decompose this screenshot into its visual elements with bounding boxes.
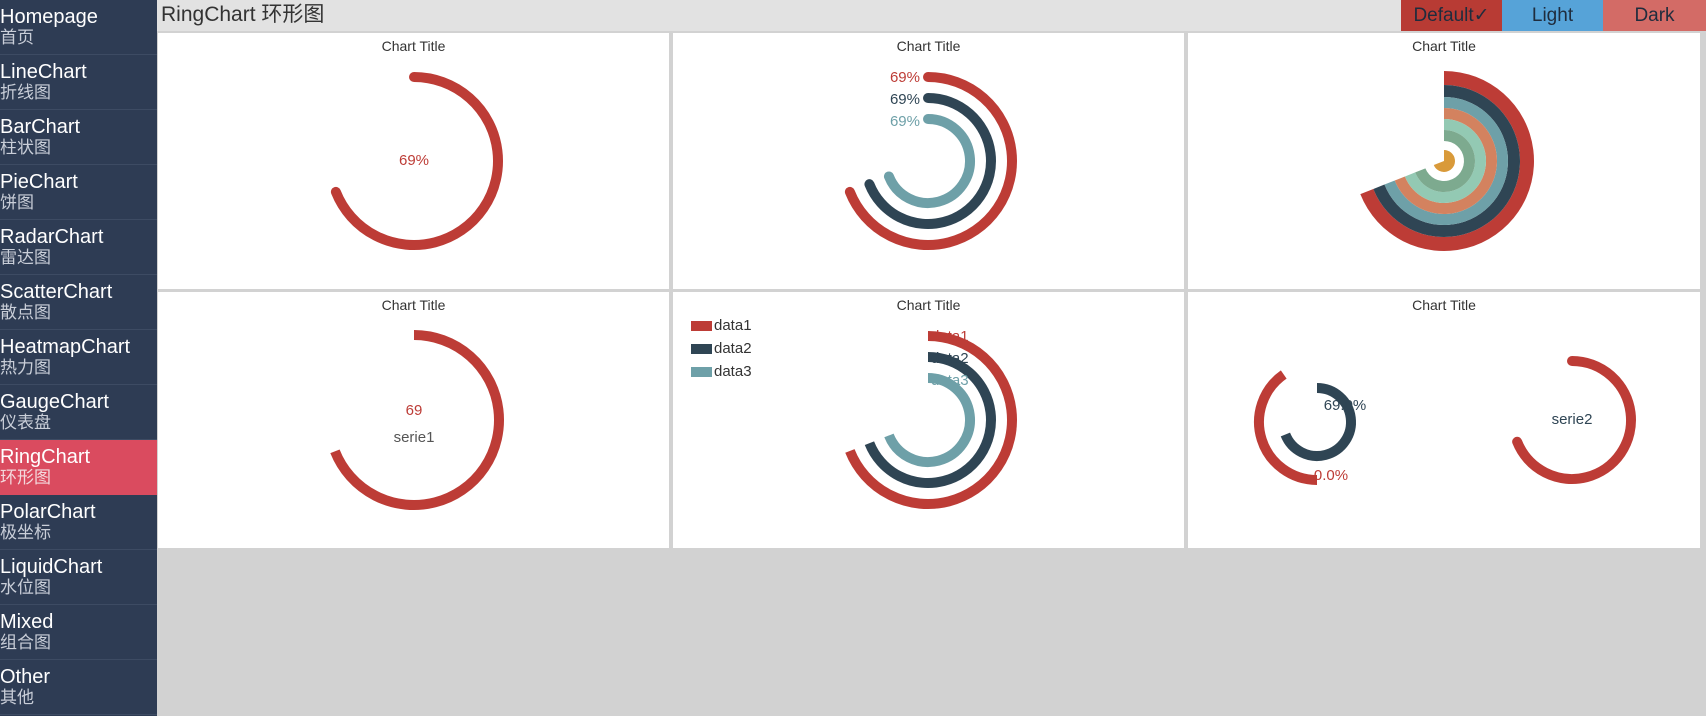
sidebar-item-sublabel: 散点图	[0, 303, 51, 322]
ring-chart-svg: 69 serie1	[330, 330, 504, 510]
sidebar-item-sublabel: 组合图	[0, 633, 51, 652]
sidebar-item-mixed[interactable]: Mixed 组合图	[0, 605, 157, 660]
sidebar-item-heatmapchart[interactable]: HeatmapChart 热力图	[0, 330, 157, 385]
ring-series-label: 69%	[890, 113, 920, 130]
ring-center-name: serie1	[394, 429, 435, 446]
chart-title: Chart Title	[381, 38, 446, 54]
ring-arc-b	[1254, 370, 1318, 485]
ring-arc-c	[1512, 356, 1636, 484]
sidebar-item-piechart[interactable]: PieChart 饼图	[0, 165, 157, 220]
sidebar-item-label: LineChart	[0, 61, 87, 83]
sidebar-item-sublabel: 雷达图	[0, 248, 51, 267]
ring-chart-svg: data1 data2 data3 data1 data2 data3	[691, 317, 1017, 509]
sidebar-item-label: GaugeChart	[0, 391, 109, 413]
sidebar-item-linechart[interactable]: LineChart 折线图	[0, 55, 157, 110]
ring-arc-series-2	[864, 93, 996, 229]
legend-swatch	[691, 367, 712, 377]
sidebar-item-label: PieChart	[0, 171, 78, 193]
legend-swatch	[691, 321, 712, 331]
theme-light-button[interactable]: Light	[1502, 0, 1603, 31]
sidebar-item-other[interactable]: Other 其他	[0, 660, 157, 715]
sidebar-item-sublabel: 极坐标	[0, 523, 51, 542]
sidebar-item-gaugechart[interactable]: GaugeChart 仪表盘	[0, 385, 157, 440]
ring-center-label: 69%	[399, 152, 429, 169]
sidebar-item-label: RadarChart	[0, 226, 104, 248]
sidebar-item-sublabel: 环形图	[0, 468, 51, 487]
ring-chart-svg: 69%	[330, 72, 503, 250]
sidebar-item-liquidchart[interactable]: LiquidChart 水位图	[0, 550, 157, 605]
sidebar-item-radarchart[interactable]: RadarChart 雷达图	[0, 220, 157, 275]
chart-panel-3: Chart Title	[1188, 33, 1700, 289]
sidebar-item-label: ScatterChart	[0, 281, 113, 303]
ring-arc-series-1	[844, 72, 1017, 250]
ring-a-label: 69.0%	[1324, 397, 1367, 414]
sidebar-item-polarchart[interactable]: PolarChart 极坐标	[0, 495, 157, 550]
sidebar-item-barchart[interactable]: BarChart 柱状图	[0, 110, 157, 165]
ring-c-label: serie2	[1552, 411, 1593, 428]
ring-center-value: 69	[406, 402, 423, 419]
sidebar-item-sublabel: 其他	[0, 688, 34, 707]
ring-chart-svg	[1360, 71, 1535, 252]
chart-panel-6: Chart Title 69.0% 0.0% serie2	[1188, 292, 1700, 548]
chart-title: Chart Title	[896, 38, 961, 54]
ring-series-label: 69%	[890, 69, 920, 86]
sidebar-item-label: Homepage	[0, 6, 98, 28]
sidebar-item-label: Other	[0, 666, 51, 688]
ring-sector-series-7	[1433, 150, 1455, 172]
sidebar-item-sublabel: 仪表盘	[0, 413, 51, 432]
chart-panel-2: Chart Title 69% 69% 69%	[673, 33, 1184, 289]
chart-panel-1: Chart Title 69%	[158, 33, 669, 289]
ring-arc-series-1	[845, 331, 1017, 509]
ring-chart-svg: 69.0% 0.0% serie2	[1254, 356, 1636, 485]
ring-chart-svg: 69% 69% 69%	[844, 69, 1017, 250]
sidebar: Homepage 首页 LineChart 折线图 BarChart 柱状图 PieChar…	[0, 0, 157, 716]
theme-dark-button[interactable]: Dark	[1603, 0, 1706, 31]
ring-series-label: 69%	[890, 91, 920, 108]
sidebar-item-sublabel: 饼图	[0, 193, 34, 212]
sidebar-item-scatterchart[interactable]: ScatterChart 散点图	[0, 275, 157, 330]
top-bar: RingChart 环形图 Default✓ Light Dark	[157, 0, 1706, 31]
ring-series-label: data2	[931, 350, 969, 367]
legend-swatch	[691, 344, 712, 354]
sidebar-item-label: HeatmapChart	[0, 336, 131, 358]
ring-sector-series-6	[1415, 130, 1476, 192]
legend-item-data2: data2	[714, 340, 752, 357]
sidebar-item-label: BarChart	[0, 116, 81, 138]
chart-title: Chart Title	[1412, 38, 1476, 54]
sidebar-item-label: PolarChart	[0, 501, 96, 523]
ring-arc-a	[1280, 383, 1356, 461]
ring-series-label: data3	[931, 372, 969, 389]
ring-arc-series-2	[864, 352, 996, 488]
chart-panel-4: Chart Title 69 serie1	[158, 292, 669, 548]
ring-b-label: 0.0%	[1314, 467, 1348, 484]
ring-arc-series-3	[883, 114, 975, 208]
sidebar-item-label: LiquidChart	[0, 556, 103, 578]
legend-item-data3: data3	[714, 363, 752, 380]
sidebar-item-sublabel: 柱状图	[0, 138, 51, 157]
chart-title: Chart Title	[381, 297, 446, 313]
ring-arc-value	[330, 72, 503, 250]
chart-title: Chart Title	[896, 297, 961, 313]
sidebar-item-label: RingChart	[0, 446, 91, 468]
sidebar-item-sublabel: 首页	[0, 28, 34, 47]
sidebar-item-sublabel: 折线图	[0, 83, 51, 102]
sidebar-item-homepage[interactable]: Homepage 首页	[0, 0, 157, 55]
ring-series-label: data1	[931, 328, 969, 345]
sidebar-item-sublabel: 水位图	[0, 578, 51, 597]
sidebar-item-label: Mixed	[0, 611, 54, 633]
legend-item-data1: data1	[714, 317, 752, 334]
sidebar-item-sublabel: 热力图	[0, 358, 51, 377]
page-title: RingChart 环形图	[161, 3, 325, 26]
sidebar-item-ringchart[interactable]: RingChart 环形图	[0, 440, 157, 495]
ring-arc-series-3	[884, 373, 975, 467]
chart-panel-5: Chart Title data1 data2 data3 data1 data2 dat…	[673, 292, 1184, 548]
ring-arc-value	[330, 330, 504, 510]
theme-default-button[interactable]: Default✓	[1401, 0, 1502, 31]
chart-title: Chart Title	[1412, 297, 1476, 313]
